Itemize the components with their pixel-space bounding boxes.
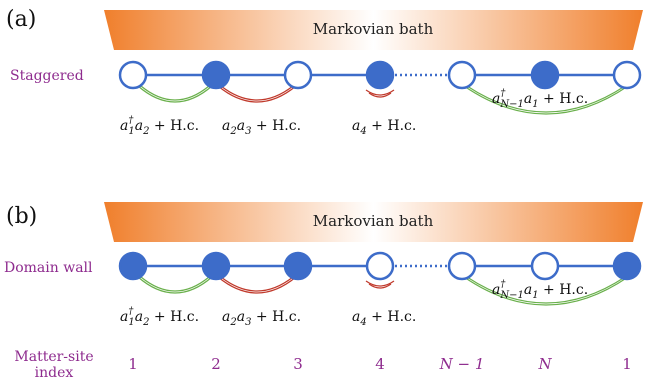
index-value-5: N − 1: [439, 355, 485, 373]
coupling-a-2-inner: [220, 85, 294, 101]
coupling-b-4-inner: [466, 276, 626, 304]
coupling-b-4-label: a† N−1a1 + H.c.: [492, 279, 588, 301]
panel-a: (a) Markovian bath Staggered a† 1a2 + H.c…: [6, 7, 643, 137]
row-b-label: Domain wall: [4, 260, 93, 276]
coupling-b-1-label: a† 1a2 + H.c.: [120, 306, 199, 328]
coupling-b-3: [365, 280, 395, 287]
index-value-1: 1: [128, 355, 138, 373]
index-row: Matter-site index 1 2 3 4 N − 1 N 1: [14, 349, 631, 379]
a-site-2-filled: [201, 60, 231, 90]
bath-b-label: Markovian bath: [313, 212, 434, 230]
b-site-2-filled: [201, 251, 231, 281]
panel-a-label: (a): [6, 7, 36, 32]
sites-a: [118, 60, 642, 90]
coupling-b-2: [217, 276, 297, 294]
panel-b: (b) Markovian bath Domain wall a† 1a2 + H…: [4, 202, 643, 328]
index-value-2: 2: [211, 355, 221, 373]
a-site-1-empty: [118, 60, 148, 90]
coupling-a-2: [217, 85, 297, 103]
coupling-b-3-inner: [368, 283, 392, 289]
index-value-6: N: [537, 355, 552, 373]
index-value-4: 4: [375, 355, 385, 373]
coupling-b-3-label: a4 + H.c.: [352, 309, 416, 328]
b-site-3-filled: [283, 251, 313, 281]
a-site-3-empty: [283, 60, 313, 90]
b-site-6-empty: [530, 251, 560, 281]
index-values: 1 2 3 4 N − 1 N 1: [128, 355, 632, 373]
b-site-4-empty: [365, 251, 395, 281]
bath-a-label: Markovian bath: [313, 20, 434, 38]
coupling-b-4: [463, 276, 629, 306]
bath-a: [104, 10, 643, 50]
coupling-a-4: [463, 85, 629, 115]
panel-b-label: (b): [6, 204, 37, 229]
sites-b: [118, 251, 642, 281]
coupling-a-1-inner: [140, 85, 210, 101]
bath-b: [104, 202, 643, 242]
coupling-a-4-label: a† N−1a1 + H.c.: [492, 88, 588, 110]
coupling-a-1: [137, 85, 213, 103]
a-site-7-empty: [612, 60, 642, 90]
coupling-a-3-label: a4 + H.c.: [352, 118, 416, 137]
a-site-6-filled: [530, 60, 560, 90]
index-label-line1: Matter-site: [14, 349, 93, 365]
b-site-7-filled: [612, 251, 642, 281]
coupling-b-2-inner: [220, 276, 294, 292]
index-value-3: 3: [293, 355, 303, 373]
coupling-b-1: [137, 276, 213, 294]
a-site-5-empty: [447, 60, 477, 90]
a-site-4-filled: [365, 60, 395, 90]
coupling-a-1-label: a† 1a2 + H.c.: [120, 115, 199, 137]
index-value-7: 1: [622, 355, 632, 373]
coupling-b-1-inner: [140, 276, 210, 292]
coupling-a-4-inner: [466, 85, 626, 113]
index-label-line2: index: [35, 365, 74, 379]
coupling-a-2-label: a2a3 + H.c.: [222, 118, 301, 137]
coupling-a-3-inner: [368, 92, 392, 98]
coupling-a-3: [365, 89, 395, 96]
b-site-5-empty: [447, 251, 477, 281]
coupling-b-2-label: a2a3 + H.c.: [222, 309, 301, 328]
row-a-label: Staggered: [10, 68, 84, 84]
b-site-1-filled: [118, 251, 148, 281]
